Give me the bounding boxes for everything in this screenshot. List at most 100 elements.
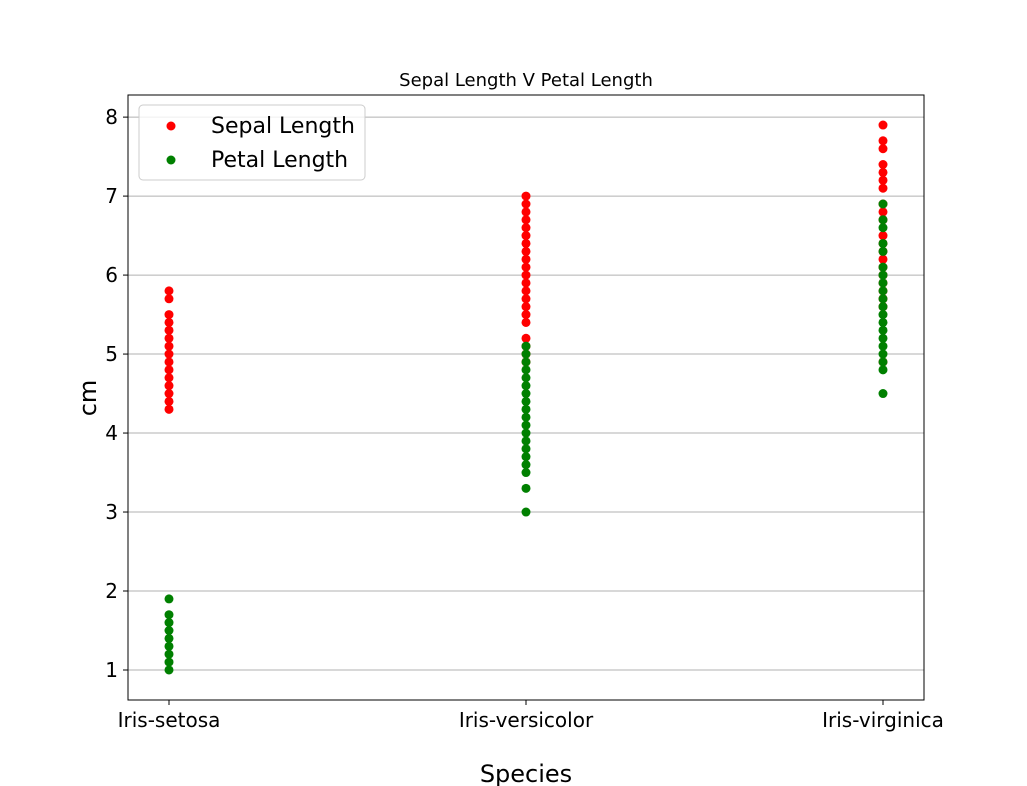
data-point (164, 341, 174, 351)
data-point (521, 270, 531, 280)
data-point (164, 396, 174, 406)
data-point (521, 302, 531, 312)
data-point (164, 317, 174, 327)
y-tick-label: 7 (105, 184, 118, 208)
data-point (521, 507, 531, 517)
data-point (521, 286, 531, 296)
data-point (878, 389, 888, 399)
data-point (164, 381, 174, 391)
x-axis-label: Species (480, 760, 572, 786)
data-point (164, 349, 174, 359)
data-point (521, 278, 531, 288)
legend: Sepal Length Petal Length (138, 104, 366, 181)
y-tick-label: 1 (105, 658, 118, 682)
data-point (521, 404, 531, 414)
data-point (164, 294, 174, 304)
data-point (164, 625, 174, 635)
data-point (878, 357, 888, 367)
data-point (878, 144, 888, 154)
data-point (164, 665, 174, 675)
data-point (164, 365, 174, 375)
data-point (878, 175, 888, 185)
data-point (878, 199, 888, 209)
data-point (521, 333, 531, 343)
data-point (521, 365, 531, 375)
y-axis-ticks: 1 2 3 4 5 6 7 8 (105, 105, 128, 682)
data-point (164, 373, 174, 383)
data-point (878, 341, 888, 351)
legend-label: Sepal Length (211, 114, 355, 139)
data-point (878, 333, 888, 343)
data-points (164, 120, 888, 675)
data-point (164, 657, 174, 667)
data-point (878, 223, 888, 233)
data-point (878, 270, 888, 280)
data-point (521, 199, 531, 209)
y-tick-label: 5 (105, 342, 118, 366)
y-tick-label: 4 (105, 421, 118, 445)
data-point (521, 483, 531, 493)
data-point (521, 428, 531, 438)
data-point (521, 396, 531, 406)
data-point (521, 412, 531, 422)
legend-label: Petal Length (211, 148, 348, 173)
data-point (878, 215, 888, 225)
x-axis-ticks: Iris-setosa Iris-versicolor Iris-virginica (118, 700, 944, 732)
data-point (164, 618, 174, 628)
data-point (521, 357, 531, 367)
data-point (521, 420, 531, 430)
data-point (878, 167, 888, 177)
data-point (878, 120, 888, 130)
data-point (521, 468, 531, 478)
y-tick-label: 2 (105, 579, 118, 603)
data-point (878, 238, 888, 248)
data-point (164, 404, 174, 414)
data-point (521, 452, 531, 462)
data-point (878, 278, 888, 288)
data-point (164, 610, 174, 620)
data-point (521, 349, 531, 359)
x-tick-label: Iris-virginica (822, 708, 944, 732)
data-point (521, 246, 531, 256)
legend-marker (166, 155, 176, 165)
data-point (878, 365, 888, 375)
data-point (521, 215, 531, 225)
data-point (878, 325, 888, 335)
data-point (164, 649, 174, 659)
data-point (164, 357, 174, 367)
data-point (164, 333, 174, 343)
y-tick-label: 3 (105, 500, 118, 524)
data-point (521, 231, 531, 241)
data-point (521, 254, 531, 264)
data-point (878, 160, 888, 170)
data-point (878, 246, 888, 256)
data-point (164, 594, 174, 604)
data-point (521, 207, 531, 217)
data-point (164, 286, 174, 296)
x-tick-label: Iris-versicolor (459, 708, 594, 732)
data-point (164, 389, 174, 399)
data-point (521, 460, 531, 470)
data-point (878, 294, 888, 304)
data-point (878, 349, 888, 359)
data-point (164, 310, 174, 320)
legend-marker (166, 121, 176, 131)
data-point (878, 183, 888, 193)
data-point (878, 317, 888, 327)
data-point (164, 641, 174, 651)
data-point (521, 223, 531, 233)
data-point (878, 254, 888, 264)
data-point (521, 191, 531, 201)
data-point (521, 341, 531, 351)
data-point (521, 317, 531, 327)
data-point (521, 389, 531, 399)
data-point (878, 207, 888, 217)
y-axis-label: cm (74, 380, 102, 417)
data-point (878, 286, 888, 296)
data-point (164, 633, 174, 643)
data-point (521, 294, 531, 304)
data-point (878, 310, 888, 320)
legend-box (138, 104, 366, 181)
data-point (878, 262, 888, 272)
